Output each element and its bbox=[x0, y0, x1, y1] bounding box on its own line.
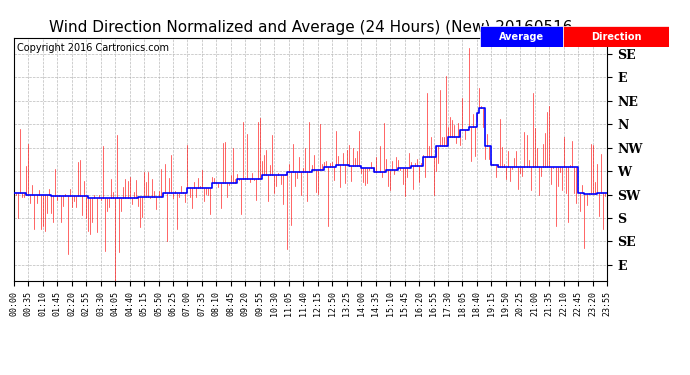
Title: Wind Direction Normalized and Average (24 Hours) (New) 20160516: Wind Direction Normalized and Average (2… bbox=[49, 20, 572, 35]
FancyBboxPatch shape bbox=[480, 26, 563, 47]
Text: Average: Average bbox=[499, 32, 544, 42]
Text: Direction: Direction bbox=[591, 32, 642, 42]
Text: Copyright 2016 Cartronics.com: Copyright 2016 Cartronics.com bbox=[17, 43, 169, 52]
FancyBboxPatch shape bbox=[563, 26, 669, 47]
